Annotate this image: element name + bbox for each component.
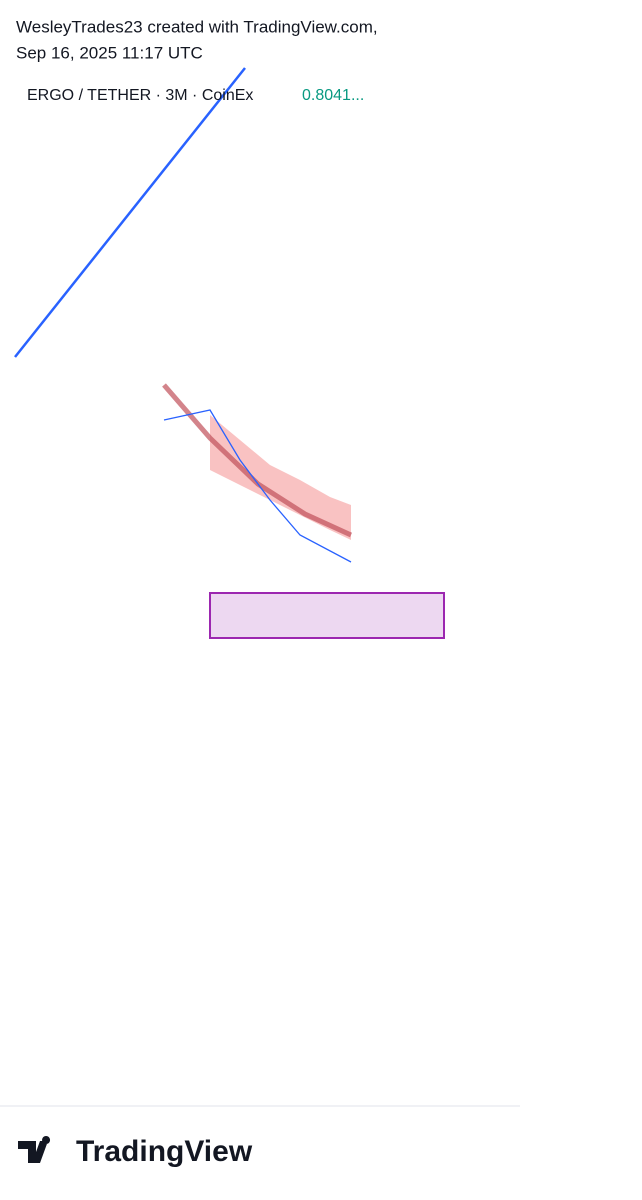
trend-line <box>14 67 246 358</box>
indicator-line <box>163 409 352 563</box>
logo: TradingView <box>18 1135 253 1168</box>
brand: TradingView <box>76 1135 253 1168</box>
symbol-title: ERGO / TETHER · 3M · CoinEx <box>27 87 253 104</box>
zone-box <box>209 592 445 639</box>
credit: WesleyTrades23 created with TradingView.… <box>16 17 378 36</box>
last-price: 0.8041... <box>302 87 364 104</box>
indicator-band <box>210 415 351 540</box>
timestamp: Sep 16, 2025 11:17 UTC <box>16 43 203 62</box>
